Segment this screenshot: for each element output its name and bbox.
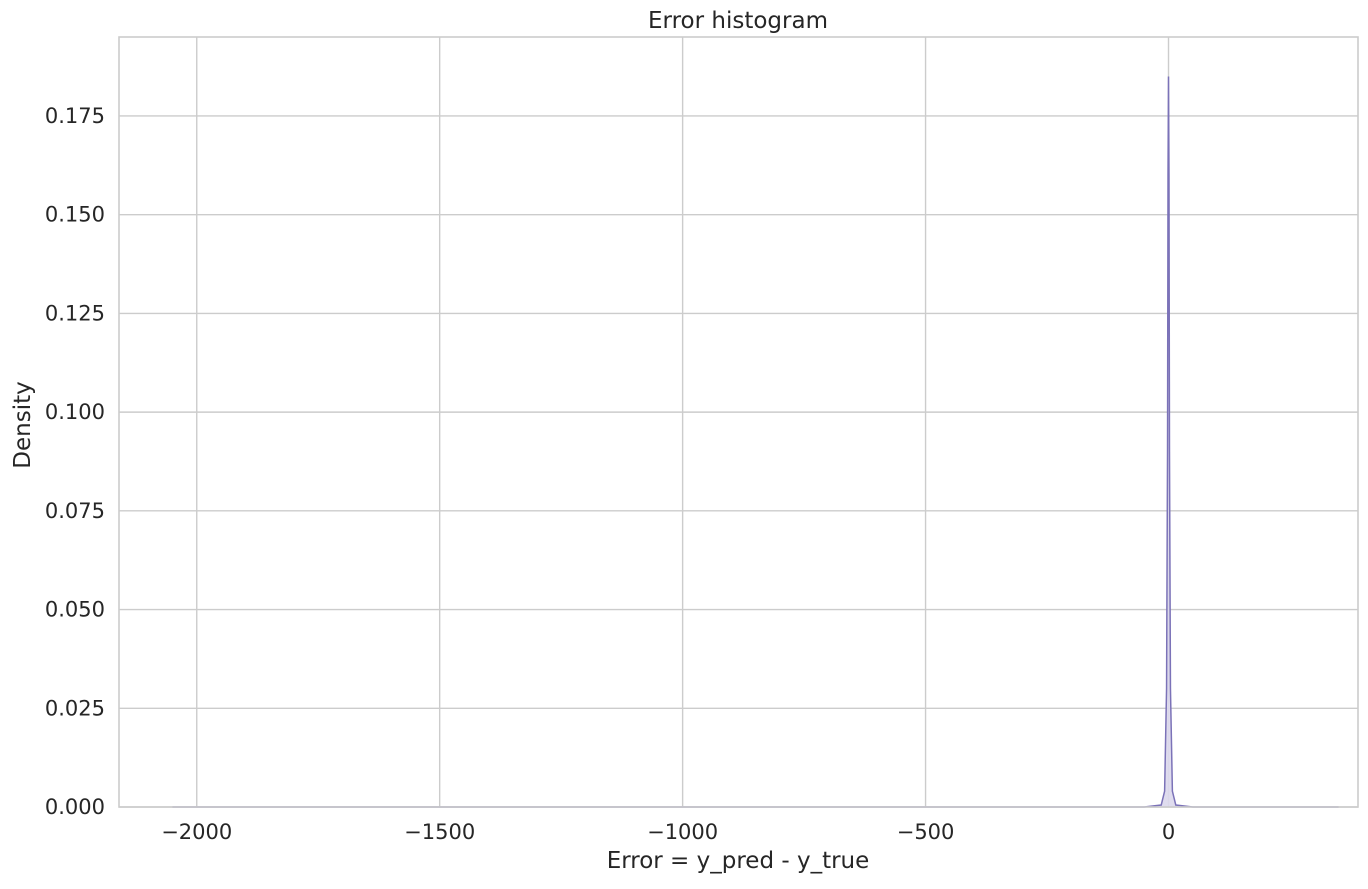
y-axis-label: Density bbox=[10, 381, 36, 468]
axes-frame bbox=[118, 36, 1359, 808]
y-tick-label: 0.150 bbox=[45, 203, 105, 227]
chart-title: Error histogram bbox=[648, 8, 828, 34]
x-tick-label: −1500 bbox=[404, 820, 475, 844]
x-axis-label: Error = y_pred - y_true bbox=[607, 848, 870, 874]
grid-layer bbox=[119, 37, 1358, 808]
density-layer bbox=[172, 76, 1339, 808]
plot-frame bbox=[118, 36, 1359, 808]
y-tick-label: 0.075 bbox=[45, 499, 105, 523]
x-tick-label: −500 bbox=[897, 820, 955, 844]
x-tick-label: −1000 bbox=[647, 820, 718, 844]
x-tick-label: −2000 bbox=[161, 820, 232, 844]
tick-labels: −2000 −1500 −1000 −500 0 0.000 0.025 0.050 0.075… bbox=[45, 104, 1175, 844]
y-tick-label: 0.125 bbox=[45, 301, 105, 325]
y-tick-label: 0.050 bbox=[45, 598, 105, 622]
density-curve bbox=[172, 76, 1339, 808]
density-area bbox=[172, 76, 1339, 807]
y-tick-label: 0.175 bbox=[45, 104, 105, 128]
y-tick-label: 0.000 bbox=[45, 795, 105, 819]
y-tick-label: 0.100 bbox=[45, 400, 105, 424]
x-tick-label: 0 bbox=[1162, 820, 1175, 844]
y-tick-label: 0.025 bbox=[45, 696, 105, 720]
